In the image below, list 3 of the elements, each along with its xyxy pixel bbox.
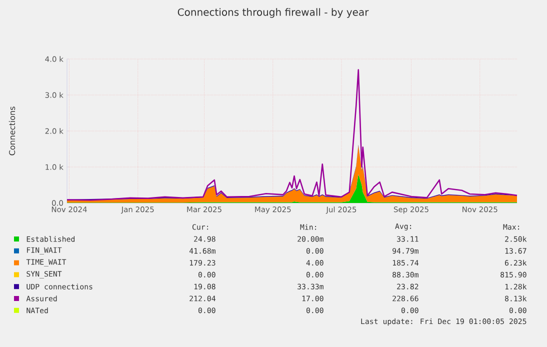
line-series (66, 69, 518, 201)
y-axis-title: Connections (8, 106, 16, 156)
chart-title: Connections through firewall - by year (178, 8, 369, 18)
